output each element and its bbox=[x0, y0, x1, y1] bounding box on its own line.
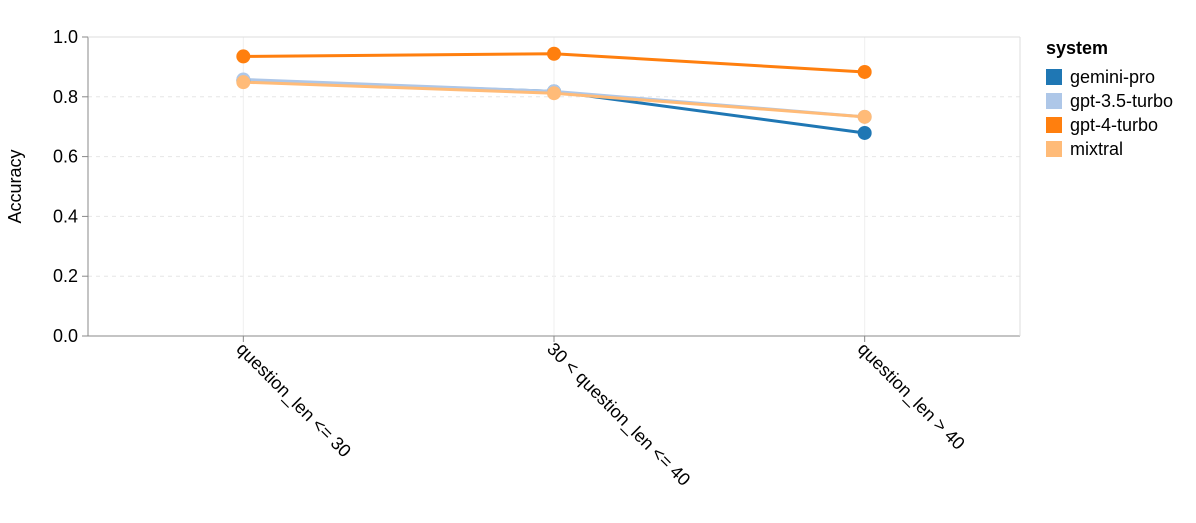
data-point-gpt-4-turbo bbox=[236, 49, 251, 64]
legend-title: system bbox=[1046, 38, 1108, 58]
x-tick-label: question_len <= 30 bbox=[232, 339, 355, 462]
legend-label: gpt-3.5-turbo bbox=[1070, 91, 1173, 111]
legend-swatch-gpt-3.5-turbo bbox=[1046, 93, 1062, 109]
data-point-mixtral bbox=[857, 109, 872, 124]
series-points bbox=[236, 46, 872, 140]
legend-swatch-gpt-4-turbo bbox=[1046, 117, 1062, 133]
y-tick-label: 0.8 bbox=[53, 87, 78, 107]
data-point-gpt-4-turbo bbox=[547, 46, 561, 61]
legend: system gemini-pro gpt-3.5-turbo gpt-4-turb… bbox=[1046, 38, 1173, 159]
y-axis-title: Accuracy bbox=[5, 149, 25, 223]
x-tick-label: 30 < question_len <= 40 bbox=[542, 339, 694, 491]
data-point-gemini-pro bbox=[857, 125, 872, 140]
y-tick-label: 0.0 bbox=[53, 326, 78, 346]
y-tick-label: 0.6 bbox=[53, 147, 78, 167]
x-tick-label: question_len > 40 bbox=[853, 339, 969, 455]
data-point-gpt-4-turbo bbox=[857, 64, 872, 79]
legend-label: gemini-pro bbox=[1070, 67, 1155, 87]
gridlines bbox=[88, 37, 1020, 336]
data-point-mixtral bbox=[547, 86, 561, 101]
y-tick-label: 0.4 bbox=[53, 206, 78, 226]
legend-label: mixtral bbox=[1070, 139, 1123, 159]
data-point-mixtral bbox=[236, 75, 251, 90]
axes bbox=[82, 36, 1021, 342]
legend-swatch-mixtral bbox=[1046, 141, 1062, 157]
y-tick-label: 1.0 bbox=[53, 27, 78, 47]
y-tick-label: 0.2 bbox=[53, 266, 78, 286]
legend-swatch-gemini-pro bbox=[1046, 69, 1062, 85]
legend-label: gpt-4-turbo bbox=[1070, 115, 1158, 135]
x-tick-labels: question_len <= 30 30 < question_len <= 4… bbox=[232, 339, 969, 491]
y-tick-labels: 0.0 0.2 0.4 0.6 0.8 1.0 bbox=[53, 27, 78, 346]
